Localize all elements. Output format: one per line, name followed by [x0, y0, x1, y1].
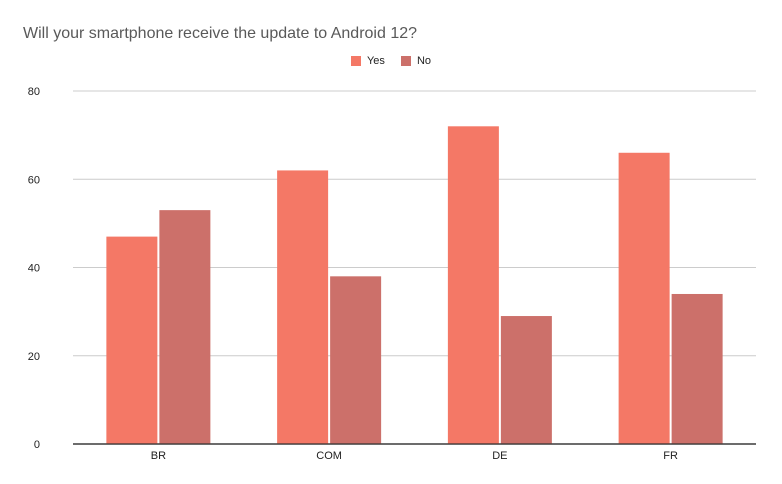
legend-swatch-no — [400, 56, 411, 66]
bar-no-de — [500, 316, 552, 444]
y-tick-label: 80 — [28, 86, 40, 98]
bar-yes-com — [277, 170, 329, 445]
legend-label-yes: Yes — [366, 55, 385, 67]
bar-yes-de — [447, 126, 499, 445]
legend-item-yes: Yes — [350, 55, 385, 67]
legend: Yes No — [0, 55, 782, 67]
legend-item-no: No — [400, 55, 431, 67]
x-tick-label: BR — [151, 450, 166, 462]
x-tick-label: FR — [663, 450, 678, 462]
legend-swatch-yes — [350, 56, 361, 66]
chart-title: Will your smartphone receive the update … — [23, 25, 418, 42]
bar-no-br — [159, 210, 211, 444]
bar-no-com — [330, 276, 382, 444]
y-tick-label: 40 — [28, 263, 40, 275]
y-tick-label: 0 — [34, 439, 40, 451]
legend-label-no: No — [416, 55, 431, 67]
bar-yes-fr — [618, 152, 670, 444]
bar-no-fr — [671, 293, 723, 444]
x-tick-label: COM — [316, 450, 342, 462]
y-tick-label: 60 — [28, 174, 40, 186]
x-tick-label: DE — [492, 450, 507, 462]
bar-yes-br — [106, 236, 158, 444]
y-tick-label: 20 — [28, 351, 40, 363]
